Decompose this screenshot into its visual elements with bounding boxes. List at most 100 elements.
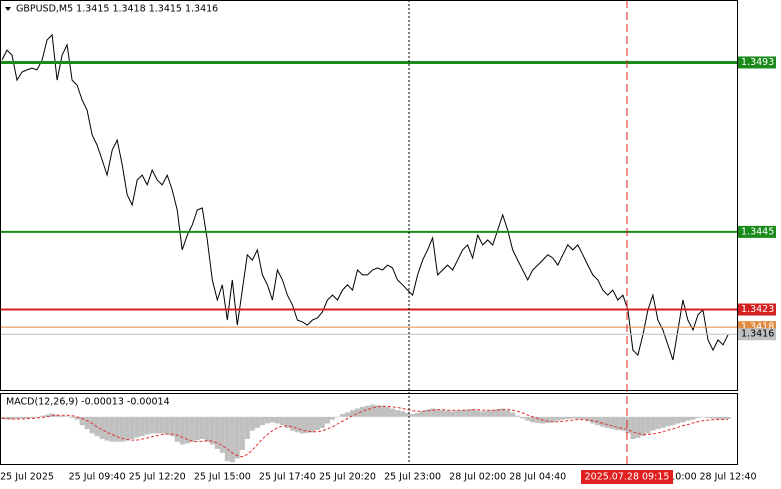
histogram-bar [495,409,501,417]
histogram-bar [550,416,556,423]
histogram-bar [620,416,626,431]
histogram-bar [645,416,651,434]
histogram-bar [415,412,421,417]
histogram-bar [490,410,496,417]
histogram-bar [725,416,731,420]
histogram-bar [570,416,576,419]
macd-title: MACD(12,26,9) -0.00013 -0.00014 [6,397,170,408]
histogram-bar [370,404,376,417]
histogram-bar [219,416,225,453]
histogram-bar [174,416,180,442]
histogram-bar [79,416,85,426]
histogram-bar [104,416,110,441]
histogram-bar [159,416,165,434]
histogram-bar [410,414,416,417]
histogram-bar [34,416,40,418]
cursor-label-box [581,470,673,484]
histogram-bar [169,416,175,437]
histogram-bar [144,416,150,435]
histogram-bar [24,416,30,419]
x-tick-label: 28 Jul 04:40 [509,472,566,483]
histogram-bar [114,416,120,442]
histogram-bar [530,416,536,423]
histogram-bar [720,416,726,420]
histogram-bar [139,416,145,437]
histogram-bar [455,410,461,417]
level-label: 1.3493 [741,57,774,68]
histogram-bar [485,410,491,417]
menu-triangle [5,7,11,11]
histogram-bar [229,416,235,463]
histogram-bar [695,416,701,418]
x-tick-label: 25 Jul 12:20 [129,472,186,483]
x-tick-label: 25 Jul 09:40 [69,472,126,483]
histogram-bar [244,416,250,439]
histogram-bar [440,410,446,417]
histogram-bar [109,416,115,442]
histogram-bar [164,416,170,435]
histogram-bar [254,416,260,428]
chart-title: GBPUSD,M5 1.3415 1.3418 1.3415 1.3416 [16,4,218,15]
histogram-bar [465,409,471,417]
histogram-bar [274,416,280,424]
histogram-bar [475,410,481,417]
histogram-bar [209,416,215,445]
histogram-bar [224,416,230,462]
histogram-bar [4,416,10,420]
histogram-bar [660,416,666,428]
histogram-bar [450,411,456,417]
histogram-bar [189,416,195,442]
signal-line [2,405,728,458]
level-label: 1.3416 [741,329,774,340]
histogram-bar [184,416,190,444]
histogram-bar [615,416,621,431]
histogram-bar [555,416,561,421]
level-label-box [738,56,776,69]
x-tick-label: 25 Jul 17:40 [259,472,316,483]
x-tick-label: 25 Jul 20:20 [319,472,376,483]
x-tick-label: 25 Jul 15:00 [194,472,251,483]
histogram-bar [560,416,566,420]
price-line [1,33,729,361]
histogram-bar [710,416,716,419]
histogram-bar [380,405,386,417]
price-panel-frame [0,0,738,391]
histogram-bar [390,408,396,417]
histogram-bar [605,416,611,428]
histogram-bar [460,410,466,417]
x-tick-label: 25 Jul 2025 [0,472,54,483]
histogram-bar [344,412,350,417]
histogram-bar [239,416,245,451]
histogram-bar [44,414,50,417]
histogram-bar [630,416,636,439]
histogram-bar [655,416,661,429]
histogram-bar [500,408,506,417]
histogram-bar [580,416,586,420]
histogram-bar [375,405,381,417]
level-label-box [738,225,776,238]
histogram-bar [445,410,451,417]
macd-panel-frame [0,393,738,465]
histogram-bar [89,416,95,434]
histogram-bar [349,410,355,417]
histogram-bar [400,411,406,417]
histogram-bar [9,416,15,420]
histogram-bar [59,415,65,417]
histogram-bar [715,416,721,420]
level-label-box [738,328,776,341]
histogram-bar [29,416,35,418]
histogram-bar [705,416,711,418]
histogram-bar [395,410,401,417]
histogram-bar [54,414,60,417]
histogram-bar [430,408,436,417]
histogram-bar [204,416,210,442]
histogram-bar [635,416,641,438]
histogram-bar [420,411,426,417]
histogram-bar [510,412,516,417]
x-tick-label: 10:00 [669,472,696,483]
histogram-bar [354,408,360,417]
histogram-bar [124,416,130,441]
histogram-bar [74,416,80,420]
histogram-bar [154,416,160,434]
